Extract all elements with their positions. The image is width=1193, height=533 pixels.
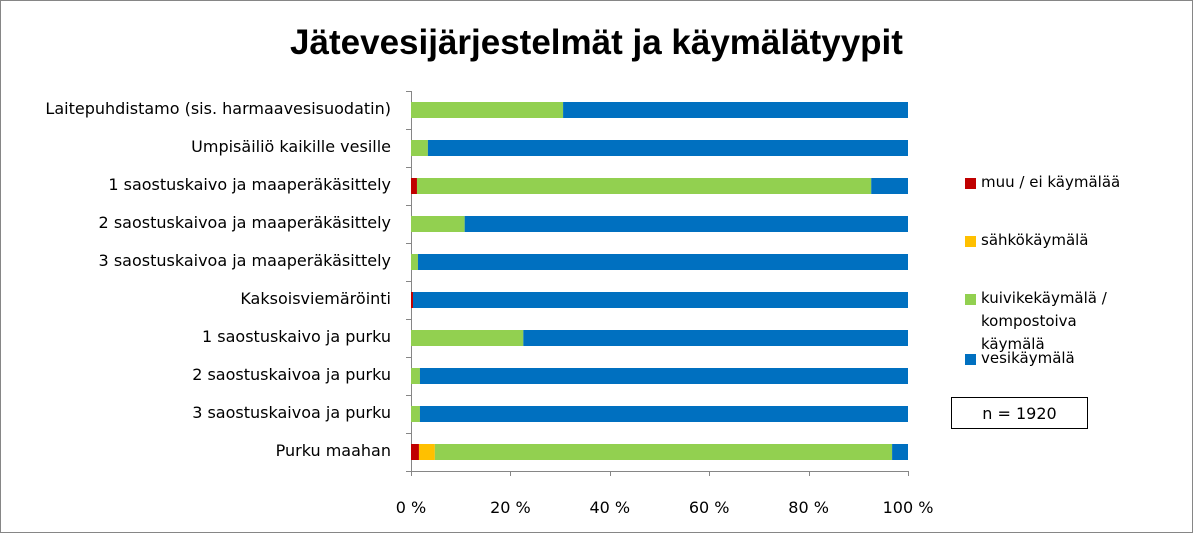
bar-segment — [411, 406, 420, 422]
category-label: 3 saostuskaivoa ja maaperäkäsittely — [98, 251, 391, 270]
x-tick-label: 60 % — [689, 498, 730, 517]
category-label: 3 saostuskaivoa ja purku — [192, 403, 391, 422]
legend-swatch — [965, 354, 976, 365]
legend-label: kuivikekäymälä / kompostoiva käymälä — [981, 289, 1107, 353]
bar-segment — [417, 254, 908, 270]
bar-segment — [411, 254, 418, 270]
category-label: Purku maahan — [275, 441, 391, 460]
x-tick-label: 80 % — [788, 498, 829, 517]
legend-item: sähkökäymälä — [965, 231, 1151, 252]
legend-item: muu / ei käymälää — [965, 173, 1151, 194]
bar-segment — [411, 102, 564, 118]
bar-segment — [419, 368, 908, 384]
category-label: Laitepuhdistamo (sis. harmaavesisuodatin… — [45, 99, 391, 118]
category-label: 1 saostuskaivo ja maaperäkäsittely — [108, 175, 391, 194]
bar-segment — [563, 102, 908, 118]
legend-item: kuivikekäymälä / kompostoiva käymälä — [965, 289, 1131, 356]
bar-segment — [418, 444, 435, 460]
bar-segment — [419, 406, 908, 422]
x-tick-labels: 0 % 20 % 40 % 60 % 80 % 100 % — [396, 498, 934, 517]
bar-segment — [523, 330, 908, 346]
bar-segment — [427, 140, 908, 156]
legend-swatch — [965, 178, 976, 189]
sample-size-annotation: n = 1920 — [951, 397, 1088, 429]
legend-swatch — [965, 294, 976, 305]
x-tick-label: 40 % — [589, 498, 630, 517]
category-label: 1 saostuskaivo ja purku — [202, 327, 391, 346]
bar-segment — [892, 444, 908, 460]
bar-segment — [464, 216, 908, 232]
bar-segment — [871, 178, 908, 194]
bar-segment — [411, 444, 419, 460]
bar-segment — [411, 368, 420, 384]
bar-segment — [412, 292, 908, 308]
x-tick-label: 20 % — [490, 498, 531, 517]
bar-segment — [411, 178, 417, 194]
category-label: Umpisäiliö kaikille vesille — [191, 137, 391, 156]
x-tick-label: 0 % — [396, 498, 426, 517]
category-label: 2 saostuskaivoa ja purku — [192, 365, 391, 384]
legend-label: sähkökäymälä — [981, 231, 1089, 249]
category-label: 2 saostuskaivoa ja maaperäkäsittely — [98, 213, 391, 232]
legend-item: vesikäymälä — [965, 349, 1151, 370]
x-tick-label: 100 % — [883, 498, 934, 517]
bar-segment — [416, 178, 872, 194]
bar-segment — [434, 444, 893, 460]
bar-segment — [411, 216, 465, 232]
bar-segment — [411, 330, 524, 346]
bar-segment — [411, 292, 413, 308]
chart-title: Jätevesijärjestelmät ja käymälätyypit — [290, 23, 903, 62]
legend-label: muu / ei käymälää — [981, 173, 1121, 191]
legend-label: vesikäymälä — [981, 349, 1075, 367]
chart-bars — [411, 102, 908, 460]
category-label: Kaksoisviemäröinti — [240, 289, 391, 308]
legend-swatch — [965, 236, 976, 247]
bar-segment — [411, 140, 428, 156]
